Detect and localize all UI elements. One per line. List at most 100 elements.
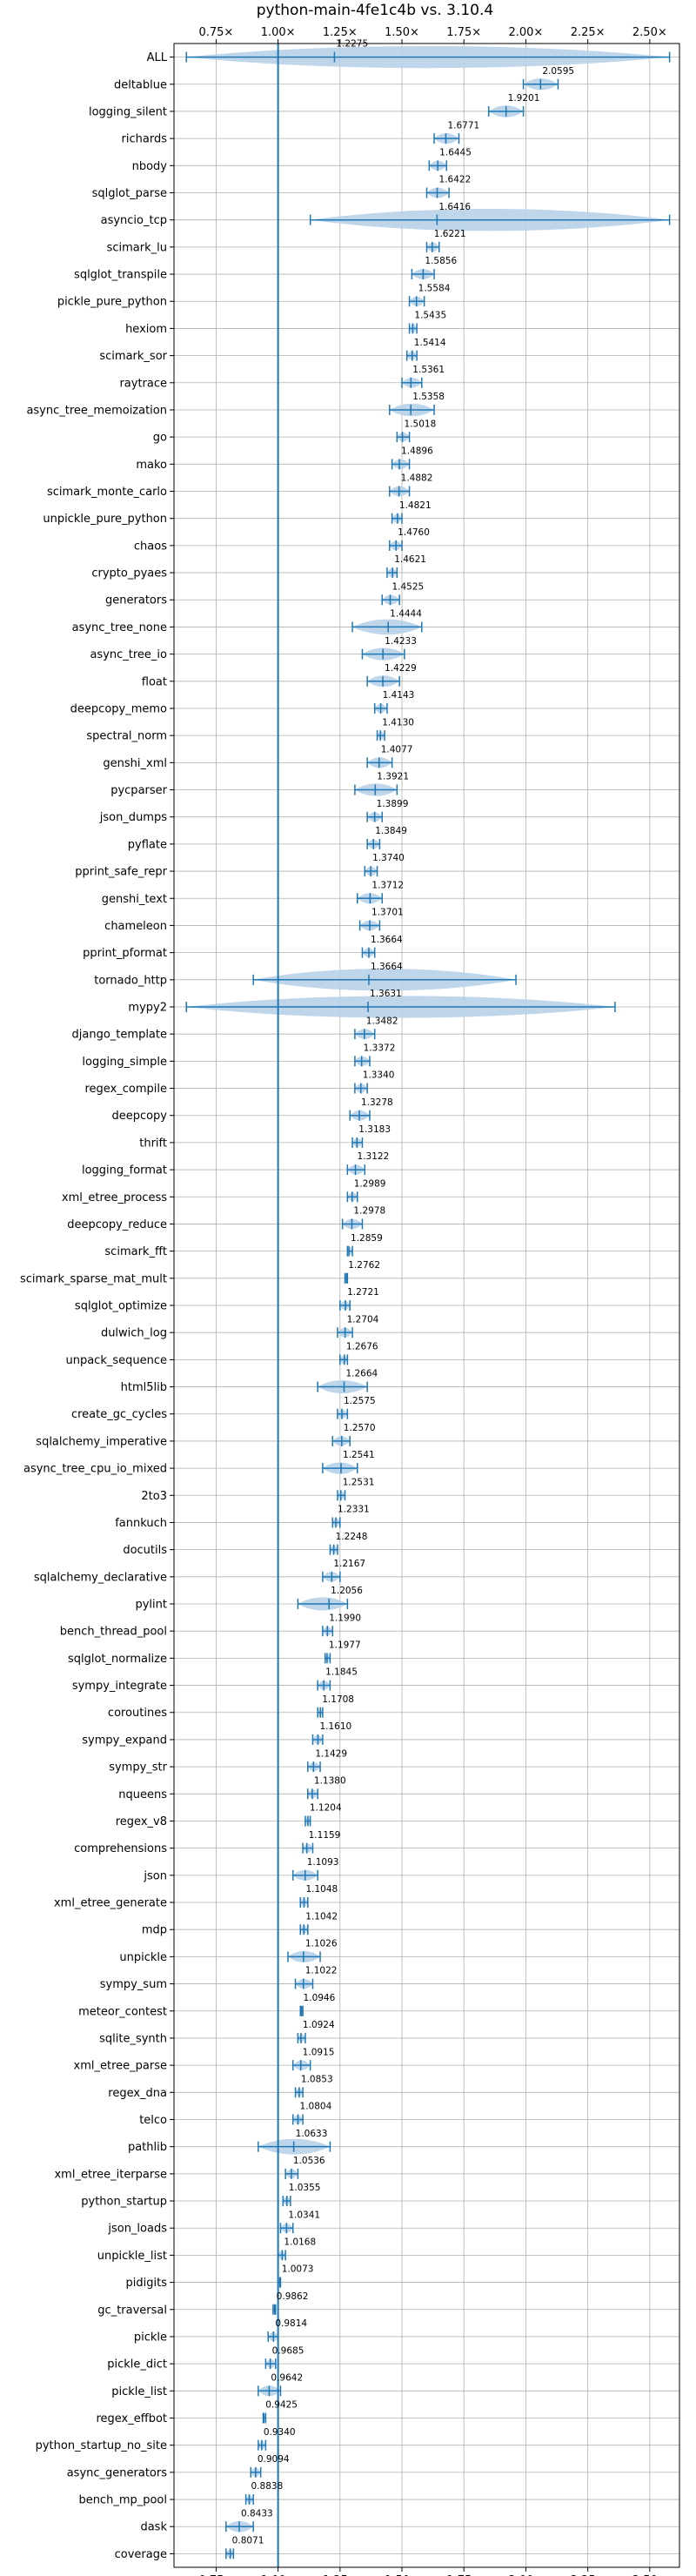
value-label: 1.2704	[347, 1314, 379, 1325]
benchmark-label: async_tree_io	[90, 648, 167, 661]
benchmark-label: raytrace	[119, 377, 167, 390]
value-label: 1.4621	[394, 554, 426, 565]
value-label: 1.3712	[371, 880, 404, 890]
value-label: 0.8838	[251, 2481, 284, 2492]
value-label: 1.0946	[304, 1993, 336, 2003]
benchmark-label: pickle_list	[111, 2385, 167, 2398]
value-label: 0.9340	[264, 2427, 296, 2438]
benchmark-label: go	[153, 432, 167, 445]
benchmark-label: bench_thread_pool	[60, 1626, 167, 1639]
x-tick-label-bottom: 0.75×	[198, 2574, 233, 2576]
x-tick-label-bottom: 2.00×	[508, 2574, 543, 2576]
value-label: 0.9862	[277, 2291, 309, 2302]
value-label: 1.4882	[401, 473, 433, 484]
value-label: 1.5414	[414, 338, 446, 348]
value-label: 1.3921	[377, 772, 409, 782]
value-label: 1.2978	[353, 1206, 385, 1217]
benchmark-label: sympy_sum	[100, 1978, 167, 1991]
value-label: 1.4444	[390, 609, 422, 620]
benchmark-label: sqlglot_parse	[92, 187, 167, 200]
value-label: 1.2859	[351, 1233, 383, 1244]
value-label: 1.0853	[301, 2074, 333, 2084]
value-label: 1.3664	[371, 935, 403, 945]
benchmark-label: comprehensions	[74, 1842, 167, 1855]
benchmark-label: pyflate	[128, 838, 167, 851]
plot-frame	[173, 43, 680, 2568]
benchmark-label: hexiom	[125, 323, 167, 336]
benchmark-label: unpickle_pure_python	[43, 513, 167, 526]
benchmark-label: deepcopy_memo	[70, 702, 167, 715]
benchmark-label: django_template	[72, 1029, 167, 1042]
x-tick-label-bottom: 1.75×	[446, 2574, 481, 2576]
value-label: 1.1022	[305, 1966, 338, 1976]
value-label: 1.3701	[371, 908, 404, 918]
value-label: 1.1845	[325, 1667, 358, 1678]
benchmark-label: asyncio_tcp	[101, 214, 167, 227]
violins	[185, 44, 671, 2567]
benchmark-label: coroutines	[108, 1707, 167, 1720]
value-annotations: 1.2275 2.0595 1.9201 1.6771 1.6445 1.6422 1.64…	[232, 39, 574, 2546]
benchmark-label: sqlalchemy_declarative	[34, 1571, 167, 1584]
benchmark-label: json_dumps	[99, 811, 167, 824]
benchmark-label: regex_compile	[84, 1083, 167, 1096]
benchmark-label: nqueens	[118, 1788, 167, 1801]
value-label: 1.1610	[319, 1721, 351, 1732]
value-label: 1.2570	[344, 1423, 376, 1433]
value-label: 1.6422	[439, 175, 472, 185]
benchmark-label: 2to3	[141, 1490, 167, 1503]
benchmark-label: regex_dna	[108, 2087, 167, 2100]
benchmark-label: html5lib	[121, 1381, 167, 1394]
benchmark-label: async_tree_cpu_io_mixed	[23, 1463, 167, 1476]
benchmark-label: chameleon	[104, 920, 167, 933]
x-tick-label-bottom: 1.00×	[261, 2574, 296, 2576]
value-label: 1.2531	[343, 1477, 375, 1487]
value-label: 1.0073	[282, 2264, 314, 2275]
value-label: 1.4077	[381, 744, 413, 755]
x-tick-label-bottom: 1.50×	[385, 2574, 419, 2576]
benchmark-label: unpack_sequence	[65, 1354, 167, 1367]
value-label: 1.0355	[289, 2183, 321, 2193]
benchmark-label: logging_simple	[82, 1056, 167, 1069]
value-label: 1.1026	[305, 1939, 338, 1949]
benchmark-label: scimark_fft	[104, 1245, 167, 1258]
value-label: 1.1042	[305, 1911, 338, 1922]
value-label: 1.3122	[358, 1151, 390, 1162]
value-label: 2.0595	[542, 66, 574, 77]
benchmark-label: scimark_sor	[99, 350, 167, 363]
benchmark-label: pidigits	[126, 2277, 168, 2290]
value-label: 1.4821	[399, 500, 432, 511]
benchmark-label: spectral_norm	[86, 730, 167, 743]
benchmark-label: xml_etree_process	[62, 1191, 167, 1204]
benchmark-label: create_gc_cycles	[71, 1408, 167, 1421]
value-label: 0.8071	[232, 2536, 264, 2546]
value-label: 1.3183	[358, 1124, 391, 1135]
value-label: 1.9201	[508, 93, 540, 104]
benchmark-label: mako	[136, 459, 167, 472]
benchmark-label: coverage	[115, 2548, 167, 2561]
benchmark-label: docutils	[123, 1544, 167, 1557]
value-label: 1.4525	[392, 581, 424, 592]
x-tick-label-top: 1.25×	[323, 26, 358, 39]
benchmark-label: sympy_expand	[82, 1734, 167, 1747]
benchmark-label: python_startup_no_site	[36, 2439, 167, 2452]
value-label: 1.2275	[336, 39, 368, 50]
value-label: 1.5358	[412, 392, 445, 402]
value-label: 1.3899	[377, 799, 409, 809]
value-label: 1.2676	[346, 1342, 378, 1352]
benchmark-label: regex_v8	[116, 1815, 167, 1828]
benchmark-label: async_tree_memoization	[26, 404, 167, 417]
value-label: 1.2664	[345, 1369, 378, 1379]
benchmark-label: xml_etree_iterparse	[54, 2168, 167, 2181]
benchmark-label: deltablue	[114, 78, 167, 91]
value-label: 1.1977	[329, 1640, 361, 1651]
value-label: 1.1990	[329, 1613, 361, 1623]
benchmark-label: dask	[140, 2521, 167, 2534]
value-label: 0.9425	[265, 2400, 298, 2411]
value-label: 1.1048	[305, 1884, 338, 1895]
benchmark-label: bench_mp_pool	[78, 2494, 167, 2507]
value-label: 1.4760	[398, 527, 430, 538]
benchmark-label: nbody	[132, 160, 168, 173]
benchmark-label: tornado_http	[94, 974, 167, 987]
y-axis-labels: ALL deltablue logging_silent richards nbody s…	[20, 51, 174, 2561]
